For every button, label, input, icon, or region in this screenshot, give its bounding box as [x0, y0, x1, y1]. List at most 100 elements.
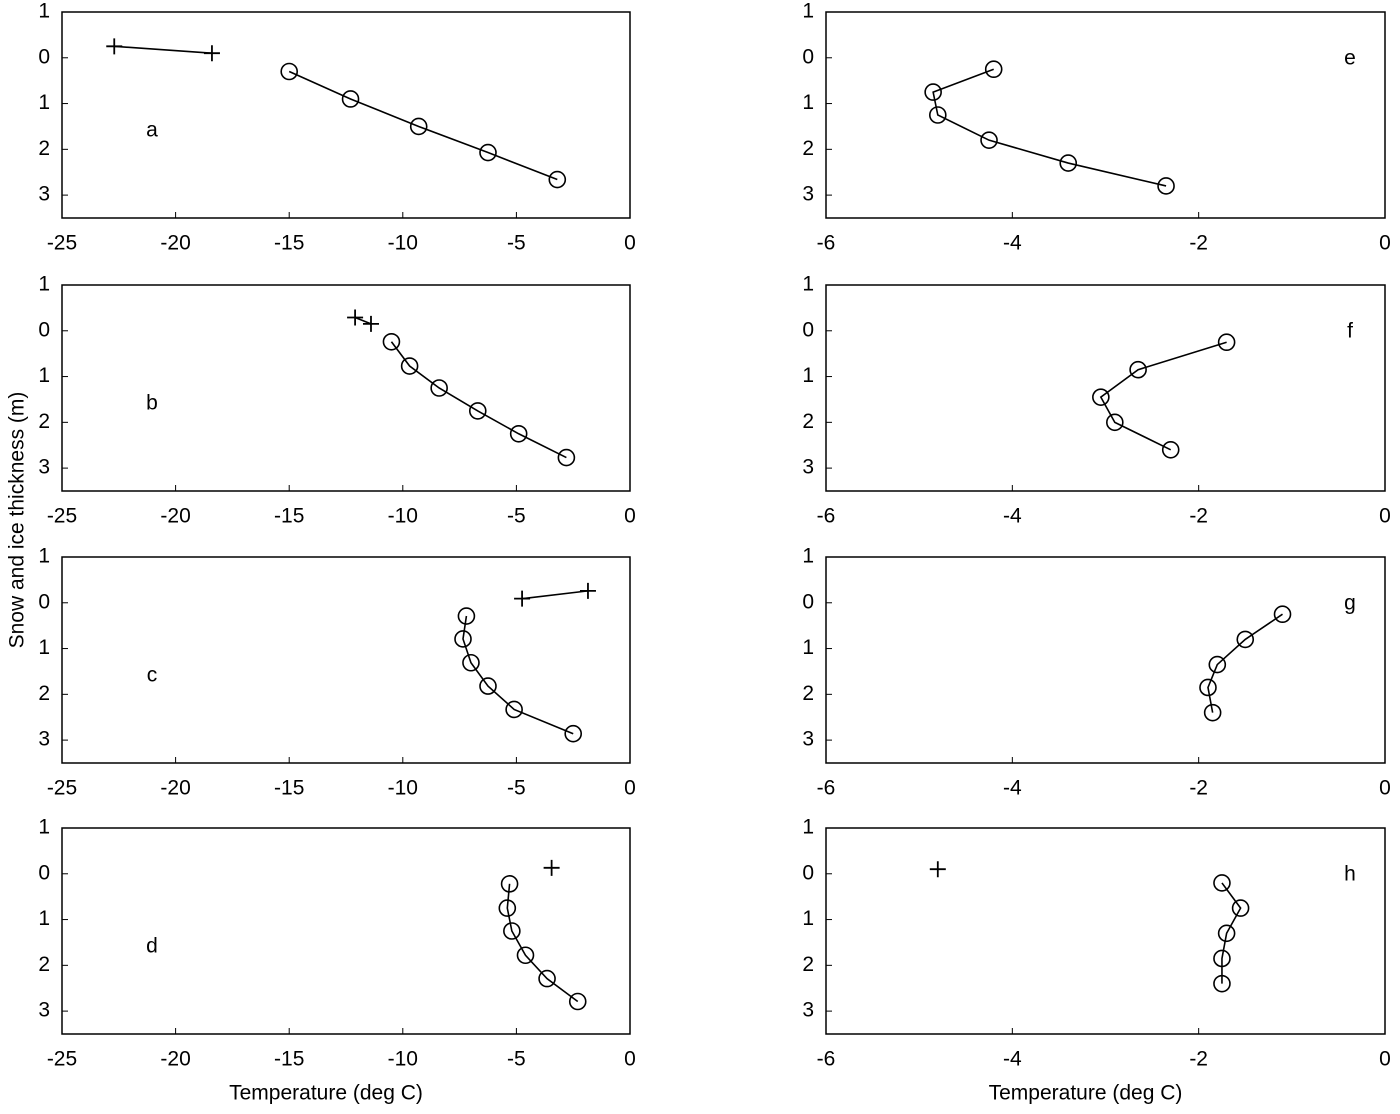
marker [1129, 360, 1147, 379]
marker [548, 170, 567, 189]
marker [1203, 703, 1222, 722]
marker [468, 402, 487, 420]
x-tick-label: -20 [160, 505, 190, 528]
marker [579, 582, 596, 599]
x-tick-label: -15 [274, 232, 304, 255]
x-tick-label: 0 [624, 505, 636, 528]
plot-frame [61, 284, 631, 492]
panel: -6 -4 -2 0 1 0 1 2 3 e [802, 0, 1391, 255]
y-tick-label: 0 [38, 590, 50, 613]
y-tick-label: 1 [802, 636, 814, 659]
x-tick-label: -6 [817, 505, 836, 528]
marker [1273, 605, 1292, 624]
x-tick-label: -10 [388, 1048, 418, 1071]
marker [498, 899, 517, 917]
x-tick-label: -5 [507, 1048, 526, 1071]
marker [382, 332, 401, 351]
marker [516, 946, 535, 965]
y-tick-label: 0 [38, 318, 50, 341]
y-tick-label: 1 [38, 545, 50, 568]
x-tick-label: -5 [507, 232, 526, 255]
y-tick-label: 1 [802, 364, 814, 387]
marker [924, 83, 942, 101]
marker [538, 969, 556, 988]
panel-label: g [1344, 592, 1356, 615]
y-tick-label: 3 [38, 183, 50, 206]
y-tick-label: 2 [802, 410, 814, 433]
plot-frame [61, 11, 631, 219]
x-tick-label: -4 [1003, 1048, 1022, 1071]
marker [568, 992, 587, 1011]
series-line [1099, 341, 1227, 451]
y-tick-label: 3 [38, 728, 50, 751]
y-tick-label: 3 [802, 999, 814, 1022]
x-tick-label: -10 [388, 232, 418, 255]
x-tick-label: -15 [274, 505, 304, 528]
y-tick-label: 1 [38, 364, 50, 387]
marker [928, 106, 947, 124]
marker [1092, 388, 1110, 406]
series-line [1221, 882, 1242, 984]
x-tick-label: -20 [160, 777, 190, 800]
marker [1059, 154, 1078, 172]
panel: -25 -20 -15 -10 -5 0 1 0 1 2 3 b [38, 273, 636, 528]
y-tick-label: 1 [38, 0, 50, 23]
x-tick-label: -6 [817, 232, 836, 255]
y-tick-label: 3 [802, 728, 814, 751]
marker [1208, 655, 1227, 674]
marker [1231, 899, 1250, 917]
y-tick-label: 1 [38, 273, 50, 296]
y-tick-label: 1 [38, 907, 50, 930]
marker [430, 379, 448, 397]
y-tick-label: 0 [802, 45, 814, 68]
marker [457, 607, 476, 625]
panel-label: d [146, 935, 158, 958]
series-line [390, 341, 567, 459]
panel: -6 -4 -2 0 1 0 1 2 3 g [802, 545, 1391, 800]
x-tick-label: -15 [274, 777, 304, 800]
x-tick-label: -2 [1189, 232, 1208, 255]
x-tick-label: 0 [1379, 232, 1391, 255]
y-tick-label: 2 [38, 682, 50, 705]
x-tick-label: -2 [1189, 505, 1208, 528]
x-axis-label: Temperature (deg C) [989, 1082, 1183, 1105]
y-tick-label: 0 [802, 590, 814, 613]
marker [929, 861, 946, 878]
marker [479, 677, 497, 695]
series-line [288, 70, 558, 181]
marker [409, 117, 428, 136]
y-tick-label: 2 [802, 682, 814, 705]
marker [503, 922, 521, 940]
y-tick-label: 1 [802, 545, 814, 568]
marker [1217, 333, 1236, 352]
y-tick-label: 1 [802, 907, 814, 930]
panel-label: a [146, 119, 158, 142]
y-tick-label: 1 [38, 636, 50, 659]
x-tick-label: -10 [388, 505, 418, 528]
marker [280, 62, 299, 81]
y-tick-label: 2 [38, 410, 50, 433]
marker [106, 38, 123, 55]
panel-label: b [146, 392, 158, 415]
panel-label: e [1344, 47, 1356, 70]
marker [454, 630, 472, 648]
series-line [354, 316, 372, 325]
y-tick-label: 1 [802, 816, 814, 839]
x-tick-label: -5 [507, 505, 526, 528]
y-tick-label: 1 [802, 91, 814, 114]
panel: -25 -20 -15 -10 -5 0 1 0 1 2 3 d Temperature (deg C) [38, 816, 636, 1105]
x-tick-label: 0 [624, 777, 636, 800]
x-tick-label: -4 [1003, 505, 1022, 528]
marker [1213, 949, 1231, 968]
marker [400, 357, 419, 375]
y-tick-label: 3 [38, 456, 50, 479]
y-axis-label: Snow and ice thickness (m) [6, 392, 29, 649]
plot-frame [825, 556, 1386, 764]
marker [1213, 874, 1231, 892]
panel-label: c [147, 664, 158, 687]
panel-label: h [1344, 863, 1356, 886]
marker [462, 653, 480, 672]
panel: -6 -4 -2 0 1 0 1 2 3 f [802, 273, 1391, 528]
